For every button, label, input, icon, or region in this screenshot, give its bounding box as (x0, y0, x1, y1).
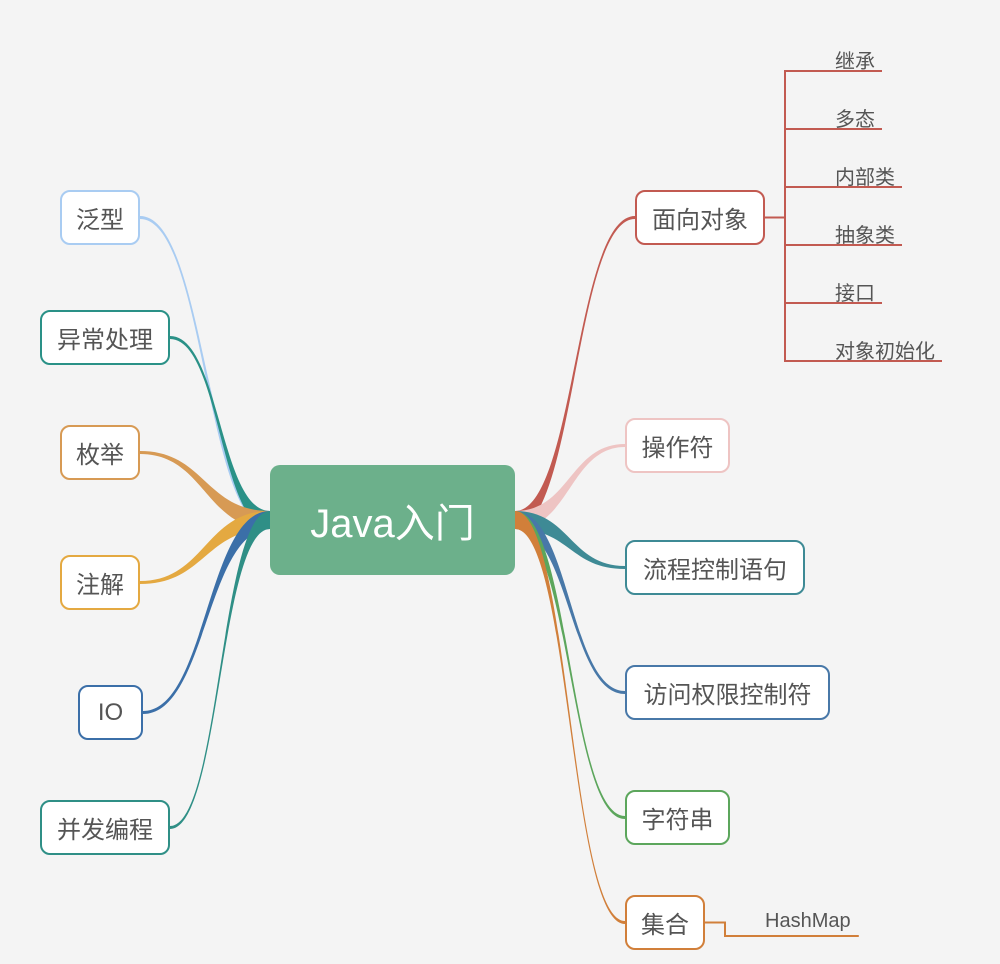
node-label: 并发编程 (57, 810, 153, 845)
node-oop[interactable]: 面向对象 (635, 190, 765, 245)
node-concurrent[interactable]: 并发编程 (40, 800, 170, 855)
leaf-inner[interactable]: 内部类 (835, 161, 895, 190)
node-label: 集合 (641, 905, 689, 940)
node-label: 字符串 (642, 800, 714, 835)
node-label: 异常处理 (57, 320, 153, 355)
leaf-interface[interactable]: 接口 (835, 277, 875, 306)
node-generics[interactable]: 泛型 (60, 190, 140, 245)
leaf-polymorph[interactable]: 多态 (835, 103, 875, 132)
node-enum[interactable]: 枚举 (60, 425, 140, 480)
node-operator[interactable]: 操作符 (625, 418, 730, 473)
node-label: IO (98, 699, 123, 727)
leaf-label: 继承 (835, 51, 875, 73)
node-annotation[interactable]: 注解 (60, 555, 140, 610)
node-io[interactable]: IO (78, 685, 143, 740)
leaf-label: 多态 (835, 109, 875, 131)
node-label: 泛型 (76, 200, 124, 235)
root-label: Java入门 (310, 491, 475, 549)
leaf-label: HashMap (765, 910, 851, 932)
node-label: 操作符 (642, 428, 714, 463)
leaf-abstract[interactable]: 抽象类 (835, 219, 895, 248)
leaf-label: 内部类 (835, 167, 895, 189)
leaf-label: 抽象类 (835, 225, 895, 247)
leaf-label: 接口 (835, 283, 875, 305)
node-exception[interactable]: 异常处理 (40, 310, 170, 365)
node-collection[interactable]: 集合 (625, 895, 705, 950)
mindmap-stage: Java入门 泛型异常处理枚举注解 IO 并发编程 面向对象 继承多态内部类抽象类接口对象… (0, 0, 1000, 964)
node-string[interactable]: 字符串 (625, 790, 730, 845)
node-flow[interactable]: 流程控制语句 (625, 540, 805, 595)
node-label: 注解 (76, 565, 124, 600)
node-label: 访问权限控制符 (644, 675, 812, 710)
node-label: 枚举 (76, 435, 124, 470)
node-label: 面向对象 (652, 200, 748, 235)
leaf-init[interactable]: 对象初始化 (835, 335, 935, 364)
node-label: 流程控制语句 (643, 550, 787, 585)
leaf-label: 对象初始化 (835, 341, 935, 363)
leaf-hashmap[interactable]: HashMap (765, 910, 851, 933)
root-node[interactable]: Java入门 (270, 465, 515, 575)
leaf-inherit[interactable]: 继承 (835, 45, 875, 74)
node-access[interactable]: 访问权限控制符 (625, 665, 830, 720)
